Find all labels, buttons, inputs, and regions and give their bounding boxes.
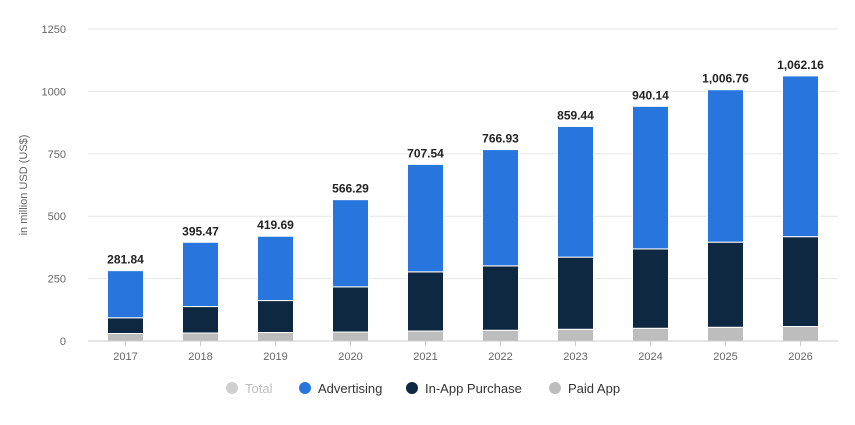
legend-item-in-app-purchase[interactable]: In-App Purchase [406,381,522,396]
total-data-label: 566.29 [332,182,369,196]
legend-item-total[interactable]: Total [226,381,273,396]
bar-segment-paid-app[interactable] [707,326,744,342]
bar-segment-in-app-purchase[interactable] [407,271,444,332]
legend-label: In-App Purchase [425,381,522,396]
legend-item-advertising[interactable]: Advertising [299,381,382,396]
x-tick-label: 2026 [788,351,812,363]
legend-label: Total [245,381,273,396]
x-tick-label: 2024 [638,351,662,363]
x-tick-label: 2023 [563,351,587,363]
bar-segment-in-app-purchase[interactable] [332,286,369,333]
bar-segment-paid-app[interactable] [782,326,819,342]
bar-segment-in-app-purchase[interactable] [632,248,669,329]
bars [107,75,819,342]
bar-segment-advertising[interactable] [632,105,669,250]
legend-marker [226,382,238,394]
bar-segment-in-app-purchase[interactable] [182,306,219,334]
bar-segment-in-app-purchase[interactable] [107,317,144,335]
y-axis-ticks: 0 250 500 750 1000 1250 [42,24,66,348]
y-tick-label: 1000 [42,86,66,98]
total-data-label: 707.54 [407,146,444,160]
y-axis-label: in million USD (US$) [18,135,30,236]
bar-segment-paid-app[interactable] [107,333,144,342]
legend-marker [406,382,418,394]
x-axis-ticks: 2017 2018 2019 2020 2021 2022 2023 2024 2025 2026 [88,340,838,363]
legend-label: Advertising [318,381,382,396]
bar-segment-in-app-purchase[interactable] [707,241,744,328]
bar-segment-advertising[interactable] [782,75,819,238]
total-data-label: 766.93 [482,132,519,146]
total-data-label: 859.44 [557,108,594,122]
bar-segment-in-app-purchase[interactable] [257,300,294,334]
total-data-label: 1,006.76 [702,72,749,86]
bar-segment-paid-app[interactable] [407,330,444,342]
legend-item-paid-app[interactable]: Paid App [549,381,620,396]
bar-segment-paid-app[interactable] [632,327,669,342]
bar-segment-paid-app[interactable] [182,332,219,342]
bar-segment-paid-app[interactable] [257,332,294,342]
legend-label: Paid App [568,381,620,396]
bar-segment-advertising[interactable] [707,89,744,243]
bar-segment-advertising[interactable] [182,241,219,308]
bar-segment-in-app-purchase[interactable] [482,265,519,331]
y-tick-label: 0 [60,336,66,348]
bar-segment-advertising[interactable] [557,125,594,258]
x-tick-label: 2019 [263,351,287,363]
bar-segment-advertising[interactable] [407,163,444,273]
x-tick-label: 2020 [338,351,362,363]
total-data-label: 281.84 [107,253,144,267]
total-data-label: 940.14 [632,88,669,102]
bar-segment-in-app-purchase[interactable] [557,256,594,330]
bar-segment-advertising[interactable] [332,199,369,288]
x-tick-label: 2022 [488,351,512,363]
total-labels: 281.84 395.47 419.69 566.29 707.54 766.93 859.… [107,58,824,267]
x-tick-label: 2021 [413,351,437,363]
bar-segment-paid-app[interactable] [332,331,369,342]
total-data-label: 419.69 [257,218,294,232]
legend-marker [299,382,311,394]
bar-segment-paid-app[interactable] [482,329,519,342]
y-tick-label: 1250 [42,24,66,36]
bar-segment-advertising[interactable] [482,149,519,267]
bar-segment-in-app-purchase[interactable] [782,236,819,328]
x-tick-label: 2017 [113,351,137,363]
bar-segment-advertising[interactable] [107,270,144,319]
bar-segment-advertising[interactable] [257,235,294,302]
x-tick-label: 2018 [188,351,212,363]
total-data-label: 1,062.16 [777,58,824,72]
total-data-label: 395.47 [182,224,219,238]
y-tick-label: 250 [48,274,66,286]
y-tick-label: 500 [48,211,66,223]
legend: Total Advertising In-App Purchase Paid App [226,381,620,396]
x-tick-label: 2025 [713,351,737,363]
y-tick-label: 750 [48,149,66,161]
legend-marker [549,382,561,394]
bar-segment-paid-app[interactable] [557,328,594,342]
